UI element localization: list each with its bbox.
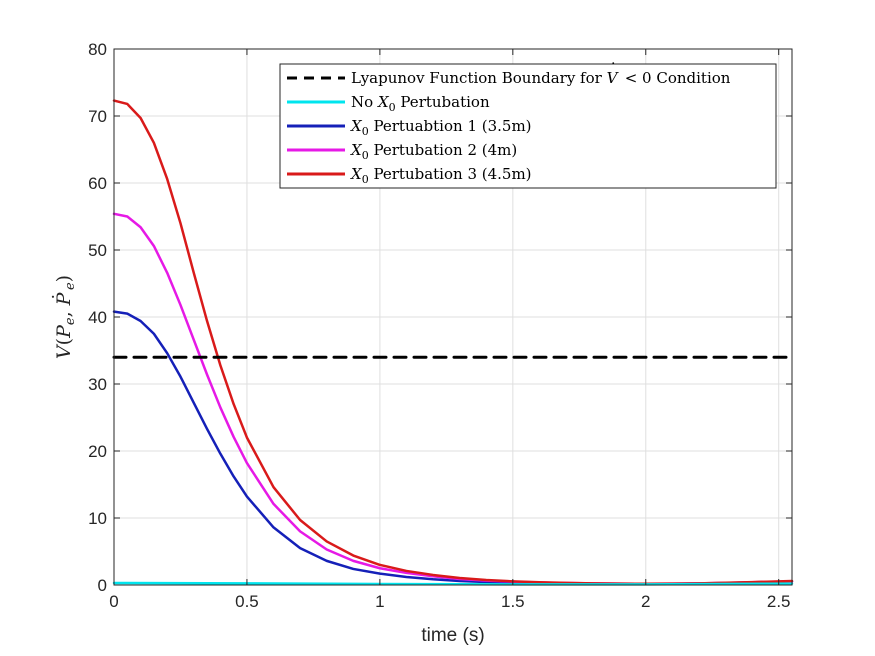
y-label-sub2: e	[63, 282, 78, 290]
y-tick-label: 80	[88, 40, 107, 59]
x-tick-label: 2.5	[767, 592, 791, 611]
legend-label-pert2: X0 Pertubation 2 (4m)	[350, 141, 517, 162]
x-tick-label: 0.5	[235, 592, 259, 611]
legend-pert3-x: X	[350, 165, 363, 183]
legend-label-pert1: X0 Pertuabtion 1 (3.5m)	[350, 117, 532, 138]
legend-nopert-part2: Pertubation	[396, 93, 490, 111]
x-axis-label: time (s)	[421, 625, 484, 646]
y-label-p1: P	[53, 324, 75, 339]
svg-text:V(Pe, P˙e): V(Pe, P˙e)	[49, 275, 78, 359]
legend-nopert-x: X	[377, 93, 390, 111]
legend-pert3-part2: Pertubation 3 (4.5m)	[369, 165, 532, 183]
legend-pert2-part2: Pertubation 2 (4m)	[369, 141, 518, 159]
x-tick-label: 1.5	[501, 592, 525, 611]
legend-boundary-part1: Lyapunov Function Boundary for	[351, 69, 607, 87]
legend-boundary-v: V	[607, 69, 620, 87]
legend-label-boundary: Lyapunov Function Boundary for V˙ < 0 Co…	[351, 60, 731, 87]
legend-pert1-sub: 0	[362, 125, 369, 138]
y-label-sub1: e	[63, 317, 78, 325]
legend-boundary-part2: < 0 Condition	[620, 69, 731, 87]
legend-label-pert3: X0 Pertubation 3 (4.5m)	[350, 165, 532, 186]
legend-pert1-x: X	[350, 117, 363, 135]
y-tick-label: 30	[88, 375, 107, 394]
legend-pert2-x: X	[350, 141, 363, 159]
legend-nopert-part1: No	[351, 93, 378, 111]
series-no-pert-line	[112, 581, 794, 586]
x-tick-label: 0	[109, 592, 118, 611]
y-tick-label: 20	[88, 442, 107, 461]
x-tick-label: 1	[375, 592, 384, 611]
y-label-open: (	[53, 338, 75, 345]
y-tick-label: 0	[98, 576, 107, 595]
y-tick-label: 10	[88, 509, 107, 528]
legend-pert1-part2: Pertuabtion 1 (3.5m)	[369, 117, 532, 135]
y-label-close: )	[53, 275, 75, 282]
legend-boundary-dot: ˙	[609, 60, 617, 78]
x-tick-label: 2	[641, 592, 650, 611]
legend-pert3-sub: 0	[362, 173, 369, 186]
y-label-v: V	[53, 343, 75, 359]
y-label-dot: ˙	[49, 292, 71, 302]
y-tick-label: 40	[88, 308, 107, 327]
y-tick-label: 60	[88, 174, 107, 193]
y-axis-label: V(Pe, P˙e)	[49, 275, 78, 359]
legend-box	[279, 63, 777, 189]
legend-nopert-sub: 0	[389, 101, 396, 114]
y-label-p2: P	[53, 291, 75, 306]
y-tick-label: 50	[88, 241, 107, 260]
y-tick-label: 70	[88, 107, 107, 126]
legend: Lyapunov Function Boundary for V˙ < 0 Co…	[279, 60, 777, 189]
y-label-comma: ,	[53, 311, 75, 317]
legend-label-no-pert: No X0 Pertubation	[351, 93, 490, 114]
ticks: 0 0.5 1 1.5 2 2.5 0 10 20 30 40 50 60 70 80	[88, 40, 792, 611]
legend-pert2-sub: 0	[362, 149, 369, 162]
